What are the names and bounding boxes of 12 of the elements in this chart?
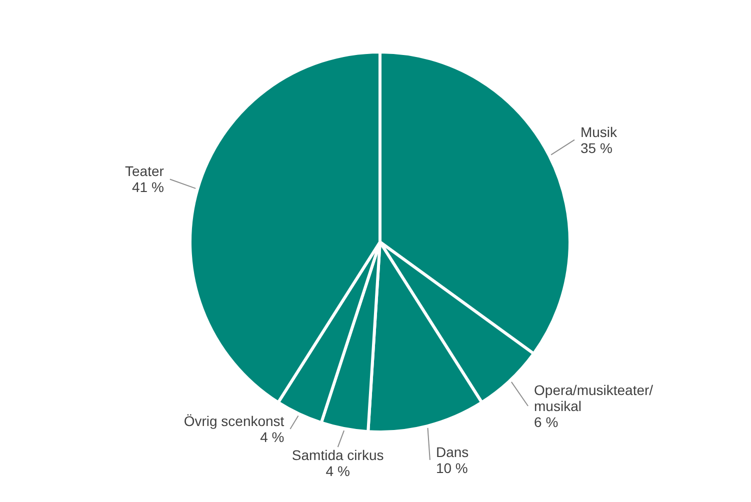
- slice-label: Opera/musikteater/musikal: [534, 382, 654, 414]
- data-label: 35 %: [580, 140, 612, 156]
- data-label: 4 %: [260, 429, 284, 446]
- data-label: 10 %: [436, 460, 468, 476]
- slice-label: Dans: [436, 444, 469, 460]
- slice-label: Samtida cirkus: [292, 447, 384, 464]
- data-label: 6 %: [534, 414, 558, 430]
- data-label: 41 %: [132, 179, 164, 196]
- slice-label: Teater: [125, 163, 164, 180]
- slice-label: Musik: [580, 124, 618, 140]
- slice-label: Övrig scenkonst: [184, 413, 284, 430]
- data-label: 4 %: [326, 463, 350, 480]
